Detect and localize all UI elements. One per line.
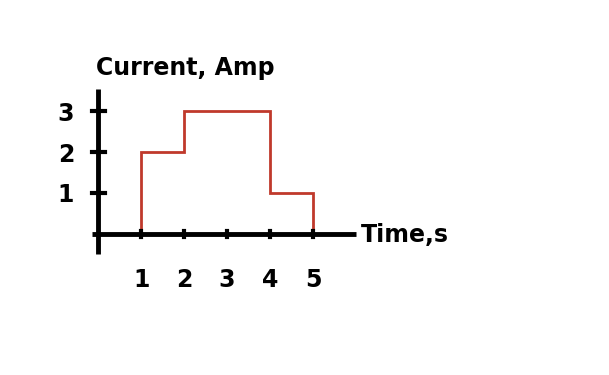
Text: Time,s: Time,s [361, 223, 448, 247]
Text: Current, Amp: Current, Amp [96, 57, 275, 81]
